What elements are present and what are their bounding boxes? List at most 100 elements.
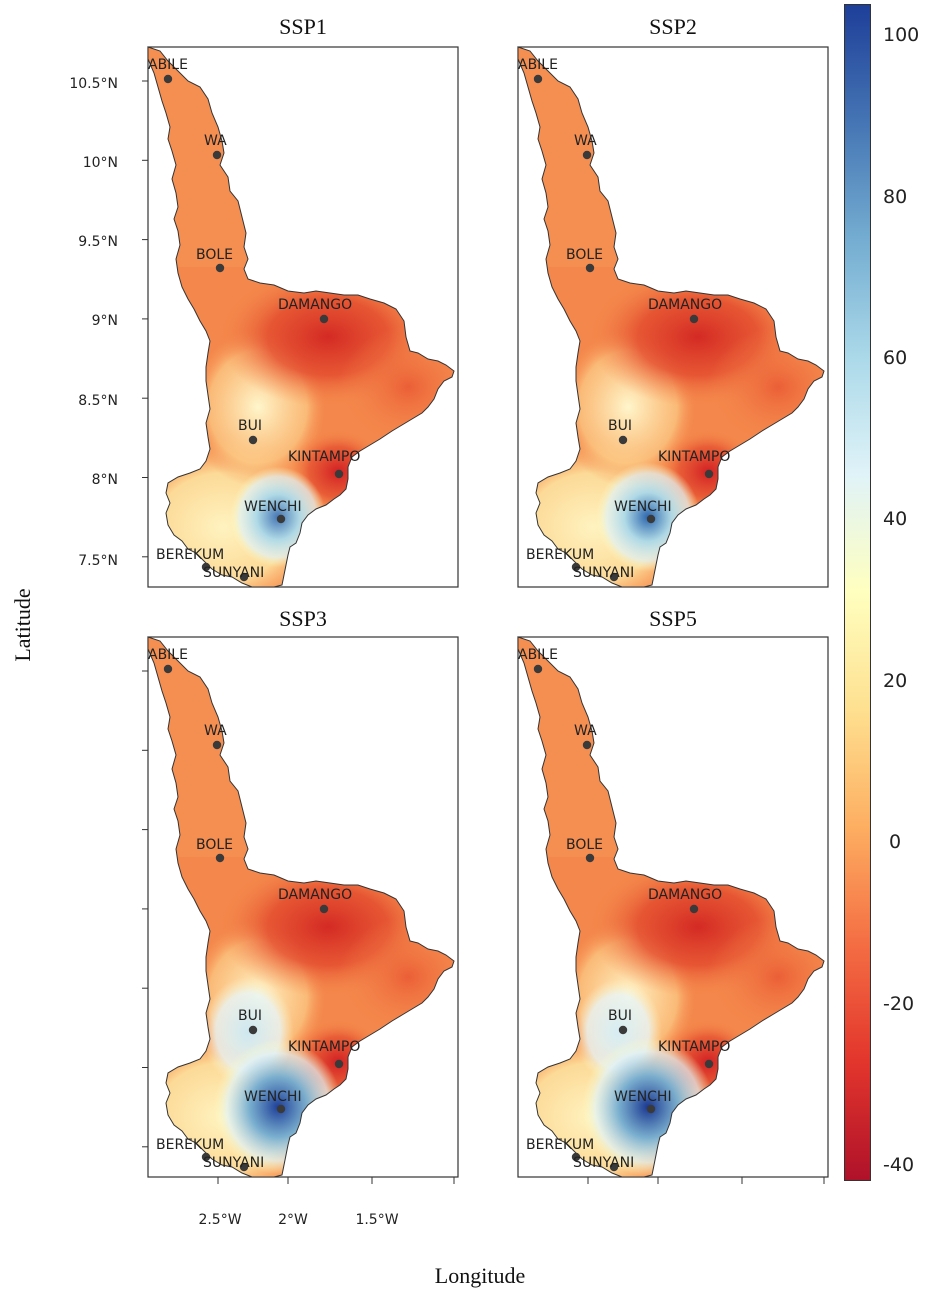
city-label-wa: WA — [204, 723, 227, 739]
basin-map-2 — [148, 637, 454, 1177]
colorbar-label-40: 40 — [883, 508, 908, 530]
x-axis-title: Longitude — [434, 1263, 526, 1288]
city-label-bole: BOLE — [196, 837, 233, 853]
panel-frame-0 — [147, 46, 459, 588]
city-marker-sunyani — [239, 572, 249, 582]
city-label-wenchi: WENCHI — [244, 499, 302, 515]
city-label-abile: ABILE — [518, 647, 558, 663]
city-label-kintampo: KINTAMPO — [658, 449, 730, 465]
basin-map-0 — [148, 47, 454, 587]
city-label-wenchi: WENCHI — [614, 1089, 672, 1105]
panel-frame-3 — [517, 636, 829, 1178]
city-label-damango: DAMANGO — [648, 887, 722, 903]
city-marker-sunyani — [609, 1162, 619, 1172]
city-label-damango: DAMANGO — [648, 297, 722, 313]
city-marker-wenchi — [276, 514, 286, 524]
panel-title-ssp3: SSP3 — [279, 606, 327, 631]
city-marker-kintampo — [704, 469, 714, 479]
city-label-wa: WA — [574, 723, 597, 739]
city-label-bole: BOLE — [196, 247, 233, 263]
basin-outline-1 — [517, 46, 825, 588]
city-marker-kintampo — [334, 469, 344, 479]
ytick-label-8: 8°N — [91, 472, 118, 488]
city-marker-damango — [689, 904, 699, 914]
city-marker-damango — [689, 314, 699, 324]
city-marker-berekum — [201, 1152, 211, 1162]
city-marker-bole — [585, 853, 595, 863]
city-marker-wa — [212, 150, 222, 160]
city-label-berekum: BEREKUM — [526, 1137, 594, 1153]
city-marker-berekum — [571, 1152, 581, 1162]
city-marker-bole — [215, 263, 225, 273]
colorbar-label-0: 0 — [889, 831, 902, 853]
city-marker-bole — [215, 853, 225, 863]
city-marker-abile — [533, 664, 543, 674]
ytick-label-9.5: 9.5°N — [78, 234, 118, 250]
colorbar-label-20: 20 — [883, 670, 908, 692]
xtick-label-1.5w: 1.5°W — [355, 1212, 399, 1228]
basin-outline-2 — [147, 636, 455, 1178]
city-label-abile: ABILE — [148, 647, 188, 663]
city-label-wenchi: WENCHI — [244, 1089, 302, 1105]
city-label-kintampo: KINTAMPO — [658, 1039, 730, 1055]
colorbar — [844, 4, 871, 1181]
basin-map-1 — [518, 47, 824, 587]
ytick-label-10.5: 10.5°N — [69, 76, 118, 92]
city-label-abile: ABILE — [148, 57, 188, 73]
city-label-bui: BUI — [238, 418, 262, 434]
city-label-bole: BOLE — [566, 247, 603, 263]
city-label-damango: DAMANGO — [278, 297, 352, 313]
city-label-sunyani: SUNYANI — [203, 565, 264, 581]
colorbar-label-60: 60 — [883, 347, 908, 369]
city-marker-damango — [319, 904, 329, 914]
city-marker-wenchi — [276, 1104, 286, 1114]
city-marker-sunyani — [609, 572, 619, 582]
city-marker-kintampo — [704, 1059, 714, 1069]
city-label-bui: BUI — [608, 418, 632, 434]
city-label-abile: ABILE — [518, 57, 558, 73]
city-label-kintampo: KINTAMPO — [288, 449, 360, 465]
city-label-bole: BOLE — [566, 837, 603, 853]
city-label-sunyani: SUNYANI — [203, 1155, 264, 1171]
basin-map-3 — [518, 637, 824, 1177]
panel-frame-1 — [517, 46, 829, 588]
city-marker-wa — [582, 740, 592, 750]
city-marker-berekum — [571, 562, 581, 572]
city-marker-bui — [248, 435, 258, 445]
city-marker-bui — [618, 1025, 628, 1035]
city-marker-wenchi — [646, 1104, 656, 1114]
city-marker-wenchi — [646, 514, 656, 524]
city-marker-bui — [248, 1025, 258, 1035]
basin-outline-0 — [147, 46, 455, 588]
city-marker-sunyani — [239, 1162, 249, 1172]
ytick-label-8.5: 8.5°N — [78, 393, 118, 409]
xtick-label-2.5w: 2.5°W — [198, 1212, 242, 1228]
colorbar-label-neg20: -20 — [883, 993, 915, 1015]
city-label-bui: BUI — [238, 1008, 262, 1024]
city-marker-abile — [533, 74, 543, 84]
city-label-damango: DAMANGO — [278, 887, 352, 903]
city-label-berekum: BEREKUM — [156, 1137, 224, 1153]
city-marker-berekum — [201, 562, 211, 572]
ytick-label-9: 9°N — [91, 313, 118, 329]
colorbar-label-100: 100 — [883, 24, 920, 46]
y-axis-title: Latitude — [10, 588, 35, 662]
colorbar-label-80: 80 — [883, 186, 908, 208]
xtick-label-2w: 2°W — [278, 1212, 308, 1228]
city-marker-bole — [585, 263, 595, 273]
city-marker-bui — [618, 435, 628, 445]
panel-title-ssp2: SSP2 — [649, 14, 697, 39]
city-label-sunyani: SUNYANI — [573, 1155, 634, 1171]
city-label-wa: WA — [204, 133, 227, 149]
city-marker-wa — [582, 150, 592, 160]
panel-frame-2 — [147, 636, 459, 1178]
city-label-wa: WA — [574, 133, 597, 149]
ytick-label-7.5: 7.5°N — [78, 553, 118, 569]
city-marker-abile — [163, 664, 173, 674]
city-label-bui: BUI — [608, 1008, 632, 1024]
city-marker-damango — [319, 314, 329, 324]
city-marker-wa — [212, 740, 222, 750]
colorbar-label-neg40: -40 — [883, 1154, 915, 1176]
city-label-berekum: BEREKUM — [526, 547, 594, 563]
